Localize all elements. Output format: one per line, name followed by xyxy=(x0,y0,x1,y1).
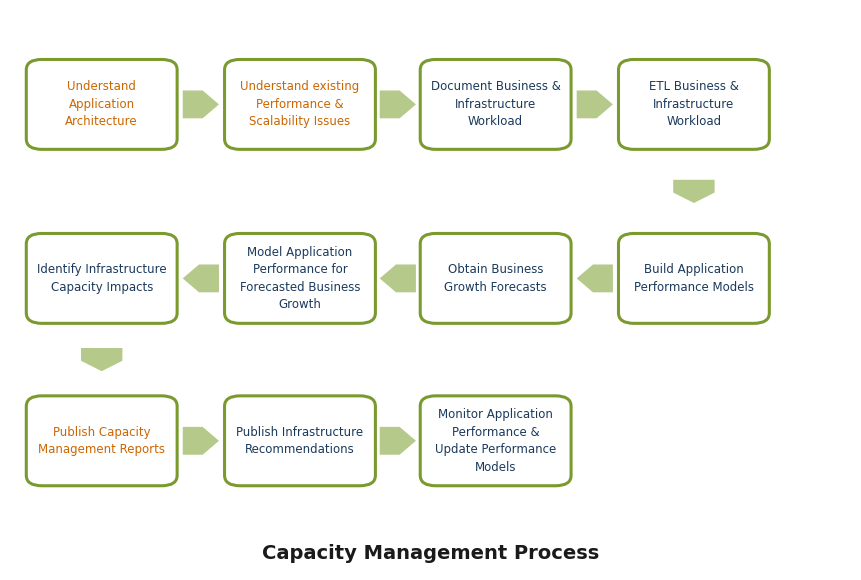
Polygon shape xyxy=(672,180,714,203)
FancyBboxPatch shape xyxy=(26,60,177,150)
Text: Capacity Management Process: Capacity Management Process xyxy=(262,543,599,563)
Text: ETL Business &
Infrastructure
Workload: ETL Business & Infrastructure Workload xyxy=(648,81,738,128)
Text: Publish Infrastructure
Recommendations: Publish Infrastructure Recommendations xyxy=(236,426,363,456)
Text: Identify Infrastructure
Capacity Impacts: Identify Infrastructure Capacity Impacts xyxy=(37,263,166,293)
Text: Build Application
Performance Models: Build Application Performance Models xyxy=(633,263,753,293)
Text: Understand
Application
Architecture: Understand Application Architecture xyxy=(65,81,138,128)
FancyBboxPatch shape xyxy=(224,60,375,150)
FancyBboxPatch shape xyxy=(420,60,570,150)
Polygon shape xyxy=(183,264,219,292)
FancyBboxPatch shape xyxy=(420,233,570,324)
FancyBboxPatch shape xyxy=(224,396,375,486)
FancyBboxPatch shape xyxy=(618,233,769,324)
Text: Document Business &
Infrastructure
Workload: Document Business & Infrastructure Workl… xyxy=(430,81,560,128)
Polygon shape xyxy=(379,264,415,292)
Text: Publish Capacity
Management Reports: Publish Capacity Management Reports xyxy=(38,426,165,456)
Text: Model Application
Performance for
Forecasted Business
Growth: Model Application Performance for Foreca… xyxy=(239,246,360,311)
FancyBboxPatch shape xyxy=(420,396,570,486)
FancyBboxPatch shape xyxy=(26,396,177,486)
Polygon shape xyxy=(576,264,612,292)
Polygon shape xyxy=(379,427,415,455)
Text: Monitor Application
Performance &
Update Performance
Models: Monitor Application Performance & Update… xyxy=(435,408,555,473)
Polygon shape xyxy=(183,90,219,118)
FancyBboxPatch shape xyxy=(224,233,375,324)
Polygon shape xyxy=(379,90,415,118)
Polygon shape xyxy=(576,90,612,118)
FancyBboxPatch shape xyxy=(26,233,177,324)
Polygon shape xyxy=(183,427,219,455)
Polygon shape xyxy=(81,348,122,371)
FancyBboxPatch shape xyxy=(618,60,769,150)
Text: Understand existing
Performance &
Scalability Issues: Understand existing Performance & Scalab… xyxy=(240,81,359,128)
Text: Obtain Business
Growth Forecasts: Obtain Business Growth Forecasts xyxy=(443,263,547,293)
